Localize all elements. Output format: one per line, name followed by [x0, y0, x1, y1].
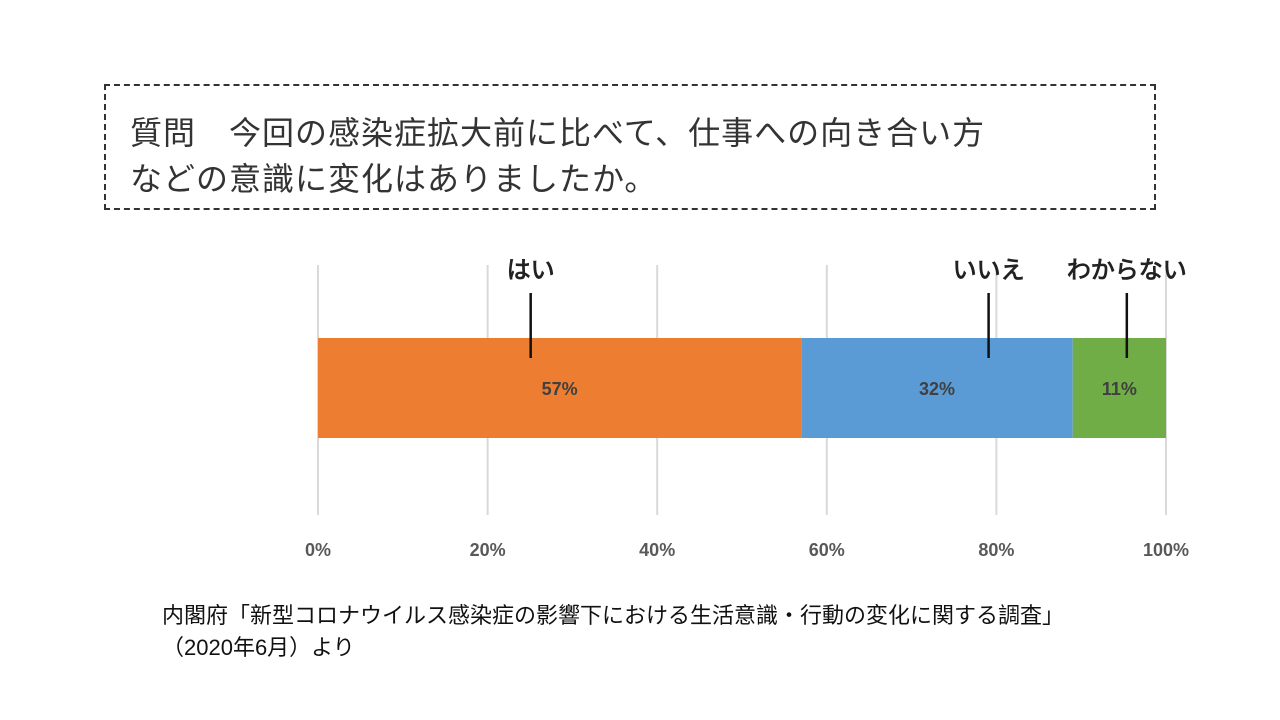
category-label: はい — [507, 257, 555, 284]
x-tick-label: 40% — [639, 540, 675, 560]
question-box: 質問 今回の感染症拡大前に比べて、仕事への向き合い方 などの意識に変化はありまし… — [104, 84, 1156, 210]
data-label: 11% — [1102, 379, 1137, 399]
category-label: いいえ — [953, 257, 1025, 284]
x-tick-label: 60% — [809, 540, 845, 560]
x-tick-label: 0% — [305, 540, 331, 560]
source-line-1: 内閣府「新型コロナウイルス感染症の影響下における生活意識・行動の変化に関する調査… — [162, 603, 1065, 628]
source-line-2: （2020年6月）より — [162, 635, 355, 660]
question-line-2: などの意識に変化はありましたか。 — [130, 161, 658, 197]
bar-segment — [318, 338, 802, 438]
x-tick-label: 20% — [470, 540, 506, 560]
category-label: わからない — [1067, 257, 1187, 284]
bar-segment — [801, 338, 1073, 438]
bar-segment — [1072, 338, 1166, 438]
data-label: 57% — [542, 379, 578, 399]
x-tick-label: 80% — [978, 540, 1014, 560]
data-label: 32% — [919, 379, 955, 399]
x-tick-label: 100% — [1143, 540, 1189, 560]
question-line-1: 質問 今回の感染症拡大前に比べて、仕事への向き合い方 — [130, 115, 986, 151]
